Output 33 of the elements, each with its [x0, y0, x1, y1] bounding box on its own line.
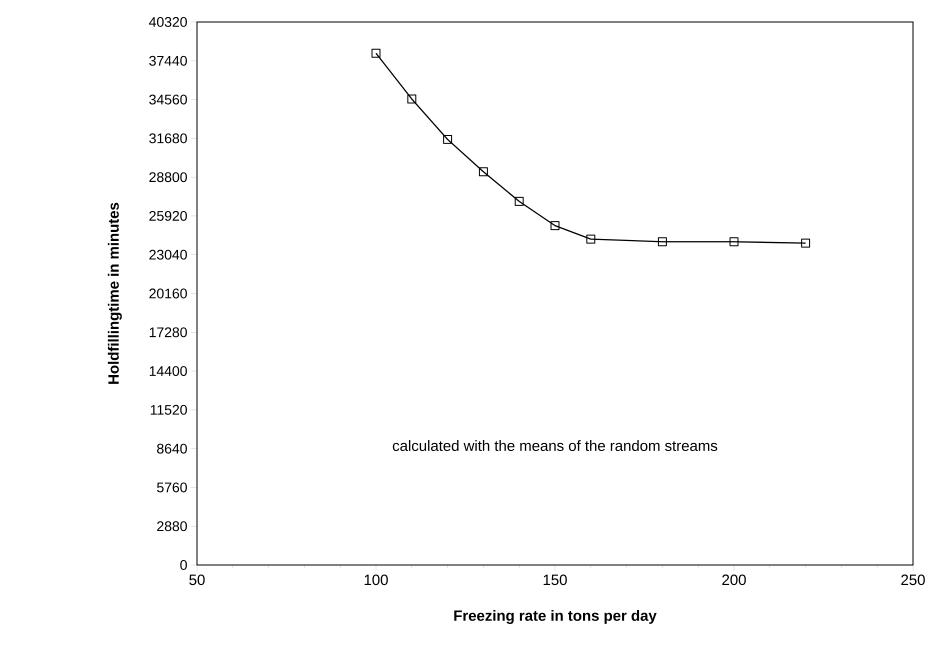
annotation: calculated with the means of the random streams [392, 440, 718, 452]
y-tick-label: 37440 [149, 56, 187, 66]
y-tick-label: 20160 [149, 288, 187, 298]
point [801, 238, 810, 248]
x-tick-label: 200 [722, 574, 746, 586]
point [658, 237, 667, 246]
x-tick-label: 50 [189, 574, 205, 586]
y-tick-label: 40320 [149, 17, 187, 27]
point [514, 196, 524, 206]
point [443, 134, 452, 144]
y-tick-label: 14400 [150, 366, 187, 376]
point [730, 237, 738, 246]
y-axis-title: Holdfillingtime in minutes [108, 202, 122, 384]
point [407, 94, 416, 104]
y-tick-label: 2880 [157, 521, 187, 532]
y-tick-label: 5760 [157, 482, 187, 492]
point [478, 167, 488, 176]
x-tick-label: 100 [364, 574, 388, 586]
y-tick-label: 31680 [149, 133, 187, 144]
y-tick-label: 8640 [157, 444, 187, 454]
y-tick-label: 34560 [149, 94, 187, 105]
y-tick-label: 0 [180, 560, 187, 570]
y-tick-label: 28800 [149, 172, 187, 182]
y-tick-label: 11520 [150, 404, 187, 415]
point [586, 234, 596, 244]
y-tick-label: 25920 [149, 210, 187, 221]
x-tick-label: 250 [901, 574, 925, 586]
y-tick-label: 17280 [150, 327, 187, 338]
x-tick-label: 150 [544, 574, 567, 586]
point [550, 221, 560, 230]
point [372, 48, 380, 58]
y-tick-label: 23040 [149, 250, 187, 260]
x-axis-title: Freezing rate in tons per day [454, 610, 657, 624]
